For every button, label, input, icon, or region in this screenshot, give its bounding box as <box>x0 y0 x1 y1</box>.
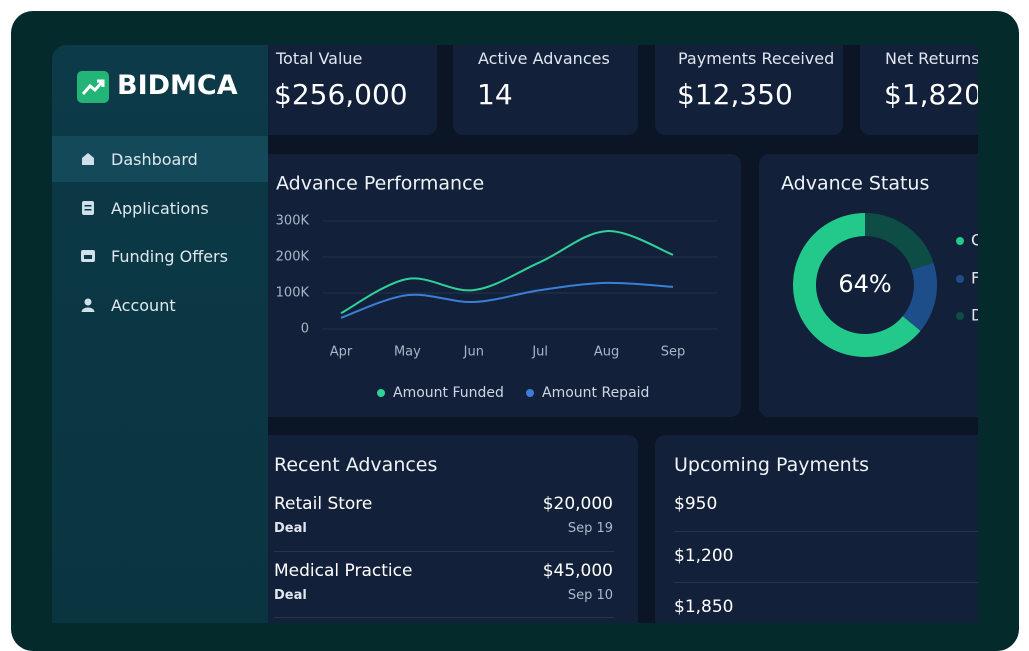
y-tick-label: 100K <box>276 286 310 301</box>
advance-amount: $20,000 <box>542 494 613 514</box>
x-tick-label: May <box>394 345 421 360</box>
card-title: Upcoming Payments <box>674 454 870 476</box>
stat-value: $12,350 <box>677 78 793 111</box>
advance-amount: $45,000 <box>542 561 613 581</box>
payment-amount: $1,200 <box>674 546 734 566</box>
divider <box>674 531 978 532</box>
y-tick-label: 200K <box>276 250 310 265</box>
center-label: 64% <box>838 270 891 298</box>
divider <box>274 617 614 618</box>
upcoming-card <box>655 435 978 623</box>
legend-marker <box>956 275 964 283</box>
stat-card <box>655 45 843 135</box>
legend-marker <box>956 237 964 245</box>
legend-label: Amount Repaid <box>542 385 649 401</box>
x-tick-label: Sep <box>661 345 686 360</box>
chart-title: Advance Status <box>781 173 929 195</box>
nav-icon <box>81 250 95 262</box>
legend-label: Amount Funded <box>393 385 504 401</box>
nav-label: Funding Offers <box>111 246 228 266</box>
brand-logo <box>77 71 109 103</box>
legend-label: D <box>971 306 978 325</box>
sidebar: BIDMCA Dashboard Applications Funding Of… <box>52 45 268 623</box>
x-tick-label: Jun <box>463 345 484 360</box>
advance-name: Retail Store <box>274 494 373 514</box>
screen: Total Value $256,000 Active Advances 14 … <box>52 45 978 623</box>
stat-label: Net Returns <box>885 49 978 68</box>
advance-name: Medical Practice <box>274 561 413 581</box>
recent-card <box>242 435 638 623</box>
legend-marker <box>526 389 534 397</box>
advance-type: Deal <box>274 521 307 536</box>
stat-value: $256,000 <box>274 78 408 111</box>
payment-amount: $950 <box>674 494 718 514</box>
nav-item[interactable]: Applications <box>52 185 268 231</box>
stat-label: Active Advances <box>478 49 610 68</box>
line-chart: Advance Performance 0 100K 200K 300K Apr May J… <box>276 173 717 401</box>
stat-card <box>242 45 437 135</box>
donut-segment <box>864 213 934 271</box>
nav-label: Dashboard <box>111 149 198 169</box>
donut-segment <box>793 213 921 357</box>
nav-label: Account <box>111 295 176 315</box>
nav-icon <box>82 153 94 165</box>
payment-amount: $1,850 <box>674 597 734 617</box>
divider <box>674 582 978 583</box>
advance-date: Sep 10 <box>567 588 613 603</box>
donut-chart: Advance Status 64% CFD <box>781 173 978 357</box>
stat-value: $1,820 <box>884 78 978 111</box>
y-tick-label: 300K <box>276 214 310 229</box>
nav-item[interactable]: Dashboard <box>52 136 268 182</box>
advance-type: Deal <box>274 588 307 603</box>
x-tick-label: Apr <box>330 345 353 360</box>
chart-title: Advance Performance <box>276 173 484 195</box>
divider <box>274 551 614 552</box>
nav-item[interactable]: Account <box>52 282 268 328</box>
nav-label: Applications <box>111 198 209 218</box>
legend-label: C <box>971 231 978 250</box>
y-tick-label: 0 <box>301 322 309 337</box>
x-tick-label: Jul <box>531 345 548 360</box>
brand-name: BIDMCA <box>117 70 238 101</box>
legend-marker <box>377 389 385 397</box>
donut-segment <box>902 262 937 331</box>
page: Total Value $256,000 Active Advances 14 … <box>11 11 1019 651</box>
stat-label: Total Value <box>276 49 363 68</box>
nav-item[interactable]: Funding Offers <box>52 233 268 279</box>
advance-date: Sep 19 <box>567 521 613 536</box>
nav-icon <box>82 201 94 215</box>
stat-value: 14 <box>477 78 513 111</box>
nav-icon <box>81 298 95 312</box>
card-title: Recent Advances <box>274 454 438 476</box>
line-series <box>340 230 674 315</box>
stat-card <box>453 45 638 135</box>
line-series <box>340 281 674 319</box>
legend-label: F <box>971 269 978 288</box>
stat-card <box>860 45 978 135</box>
legend-marker <box>956 312 964 320</box>
x-tick-label: Aug <box>594 345 619 360</box>
stat-label: Payments Received <box>678 49 835 68</box>
